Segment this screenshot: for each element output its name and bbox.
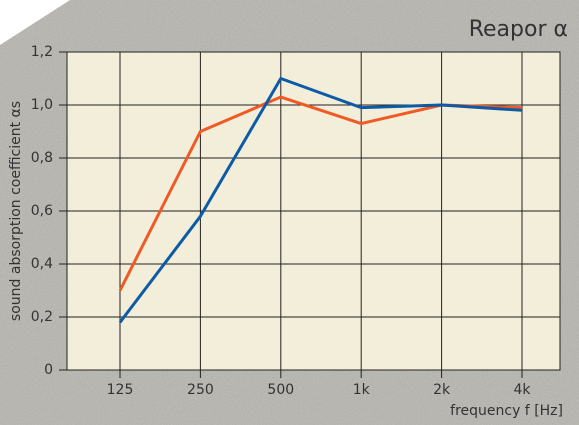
y-tick-label: 0,4 bbox=[31, 256, 53, 272]
y-tick-label: 1,0 bbox=[31, 97, 53, 113]
y-axis-label: sound absorption coefficient αs bbox=[8, 101, 24, 321]
x-tick-label: 2k bbox=[433, 382, 451, 398]
corner bbox=[0, 0, 70, 45]
x-tick-label: 1k bbox=[353, 382, 371, 398]
x-axis-label: frequency f [Hz] bbox=[450, 403, 563, 419]
y-tick-label: 1,2 bbox=[31, 44, 53, 60]
y-tick-label: 0,8 bbox=[31, 150, 53, 166]
plot-border bbox=[66, 51, 561, 371]
x-tick-label: 250 bbox=[187, 382, 214, 398]
y-tick-label: 0,2 bbox=[31, 309, 53, 325]
x-tick-label: 125 bbox=[107, 382, 134, 398]
x-tick-label: 4k bbox=[513, 382, 531, 398]
x-tick-label: 500 bbox=[267, 382, 294, 398]
chart-title: Reapor α bbox=[469, 17, 568, 42]
series-line bbox=[118, 77, 523, 324]
y-tick-label: 0,6 bbox=[31, 203, 53, 219]
y-tick-label: 0 bbox=[44, 362, 53, 378]
